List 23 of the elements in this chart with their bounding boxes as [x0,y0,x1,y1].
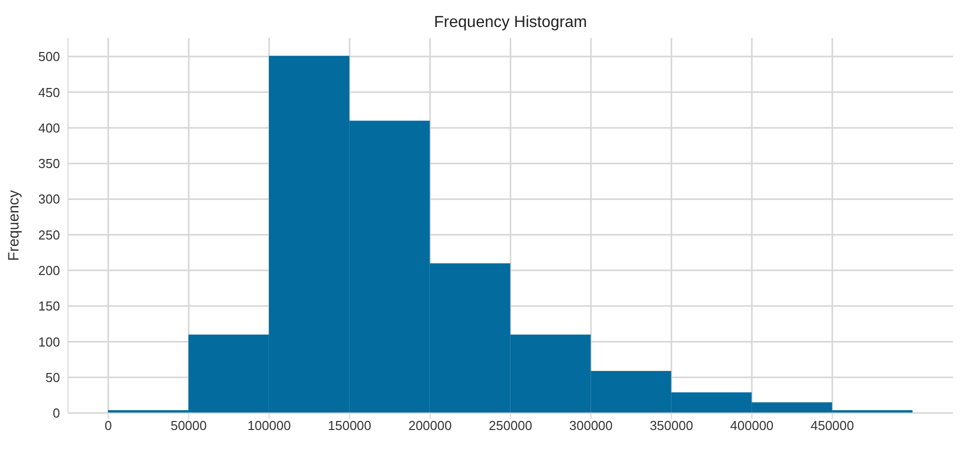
x-tick-label: 450000 [810,418,854,434]
y-axis-title: Frequency [5,190,22,261]
y-tick-label: 300 [38,192,60,207]
x-tick-label: 0 [104,418,112,434]
x-tick-label: 200000 [408,418,452,434]
x-tick-label: 350000 [650,418,694,434]
y-tick-label: 500 [38,49,60,64]
x-tick-label: 150000 [328,418,372,434]
y-tick-label: 0 [52,406,60,421]
y-tick-label: 200 [38,263,60,278]
y-tick-label: 350 [38,156,60,172]
x-tick-label: 100000 [247,418,291,434]
chart-title: Frequency Histogram [433,14,588,32]
y-tick-label: 100 [38,334,60,350]
y-tick-label: 400 [38,120,60,136]
y-tick-label: 450 [38,84,60,100]
y-tick-label: 250 [38,227,60,242]
x-tick-label: 400000 [730,418,774,434]
x-tick-label: 300000 [569,418,613,434]
x-tick-label: 250000 [488,418,532,434]
y-tick-label: 150 [38,298,60,314]
x-tick-label: 50000 [170,418,207,434]
y-tick-label: 50 [46,370,60,385]
